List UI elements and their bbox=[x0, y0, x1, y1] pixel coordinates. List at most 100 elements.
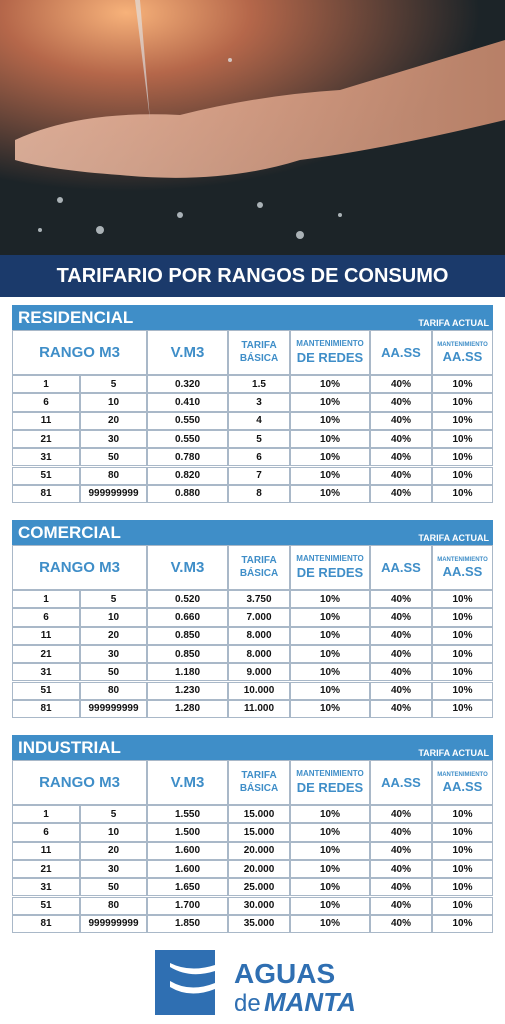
hero-photo bbox=[0, 0, 505, 255]
table-cell: 10% bbox=[432, 699, 493, 719]
table-cell: 0.550 bbox=[147, 429, 228, 449]
table-cell: 0.550 bbox=[147, 411, 228, 430]
table-cell: 0.820 bbox=[147, 466, 228, 485]
table-cell: 5 bbox=[80, 375, 147, 394]
column-header-line: BÁSICA bbox=[239, 352, 279, 364]
column-header-line: TARIFA bbox=[241, 340, 277, 351]
table-cell: 10% bbox=[432, 841, 493, 860]
table-cell: 11 bbox=[12, 841, 80, 860]
table-cell: 40% bbox=[370, 393, 432, 412]
table-cell: 3.750 bbox=[228, 590, 290, 609]
column-header-line: MANTENIMIENTO bbox=[296, 554, 364, 564]
column-header-line: TARIFA bbox=[241, 555, 277, 566]
table-cell: 1.850 bbox=[147, 914, 228, 934]
section-header: COMERCIAL TARIFA ACTUAL bbox=[12, 520, 493, 545]
table-cell: 40% bbox=[370, 411, 432, 430]
table-cell: 40% bbox=[370, 448, 432, 467]
table-cell: 1.700 bbox=[147, 896, 228, 915]
column-header-line: RANGO M3 bbox=[39, 773, 120, 791]
table-cell: 10% bbox=[290, 590, 370, 609]
column-header-line: MANTENIMIENTO bbox=[437, 341, 488, 348]
table-cell: 10% bbox=[290, 466, 370, 485]
table-cell: 1.600 bbox=[147, 841, 228, 860]
table-cell: 5 bbox=[228, 429, 290, 449]
column-header: MANTENIMIENTO DE REDES bbox=[290, 760, 370, 805]
table-cell: 11 bbox=[12, 411, 80, 430]
table-cell: 31 bbox=[12, 448, 80, 467]
table-cell: 31 bbox=[12, 878, 80, 897]
table-cell: 40% bbox=[370, 878, 432, 897]
logo-line1: AGUAS bbox=[234, 958, 335, 989]
table-cell: 40% bbox=[370, 608, 432, 627]
table-cell: 10% bbox=[432, 590, 493, 609]
column-header-line: BÁSICA bbox=[239, 782, 279, 794]
section-name: COMERCIAL bbox=[18, 523, 121, 542]
table-cell: 10% bbox=[290, 626, 370, 645]
table-cell: 50 bbox=[80, 448, 147, 467]
table-cell: 0.660 bbox=[147, 608, 228, 627]
table-cell: 40% bbox=[370, 663, 432, 682]
table-cell: 10% bbox=[432, 823, 493, 842]
table-cell: 10% bbox=[290, 448, 370, 467]
table-cell: 5 bbox=[80, 590, 147, 609]
section-badge: TARIFA ACTUAL bbox=[418, 318, 489, 328]
column-header: MANTENIMIENTO AA.SS bbox=[432, 330, 493, 375]
table-cell: 35.000 bbox=[228, 914, 290, 934]
table-cell: 0.320 bbox=[147, 375, 228, 394]
table-cell: 8.000 bbox=[228, 626, 290, 645]
table-cell: 80 bbox=[80, 466, 147, 485]
table-cell: 0.780 bbox=[147, 448, 228, 467]
column-header: RANGO M3 bbox=[12, 545, 147, 590]
table-cell: 10% bbox=[290, 375, 370, 394]
column-header-line: V.M3 bbox=[170, 773, 205, 791]
table-cell: 0.520 bbox=[147, 590, 228, 609]
table-cell: 11.000 bbox=[228, 699, 290, 719]
table-cell: 4 bbox=[228, 411, 290, 430]
table-cell: 20 bbox=[80, 841, 147, 860]
table-cell: 40% bbox=[370, 644, 432, 664]
table-cell: 1.280 bbox=[147, 699, 228, 719]
table-cell: 40% bbox=[370, 375, 432, 394]
table-cell: 81 bbox=[12, 914, 80, 934]
table-cell: 1.500 bbox=[147, 823, 228, 842]
column-header-line: AA.SS bbox=[442, 778, 483, 794]
table-cell: 31 bbox=[12, 663, 80, 682]
table-cell: 10% bbox=[432, 859, 493, 879]
column-header-line: RANGO M3 bbox=[39, 558, 120, 576]
column-header-line: AA.SS bbox=[442, 348, 483, 364]
column-header: MANTENIMIENTO AA.SS bbox=[432, 760, 493, 805]
table-cell: 10 bbox=[80, 608, 147, 627]
table-cell: 10% bbox=[432, 393, 493, 412]
column-header: TARIFA BÁSICA bbox=[228, 760, 290, 805]
section-name: RESIDENCIAL bbox=[18, 308, 134, 327]
logo-line3: MANTA bbox=[264, 987, 356, 1017]
table-cell: 10 bbox=[80, 823, 147, 842]
table-cell: 1.600 bbox=[147, 859, 228, 879]
table-cell: 1.550 bbox=[147, 805, 228, 824]
table-cell: 8.000 bbox=[228, 644, 290, 664]
table-cell: 11 bbox=[12, 626, 80, 645]
table-cell: 15.000 bbox=[228, 823, 290, 842]
table-cell: 30 bbox=[80, 429, 147, 449]
table-cell: 1.5 bbox=[228, 375, 290, 394]
table-cell: 7.000 bbox=[228, 608, 290, 627]
table-cell: 80 bbox=[80, 681, 147, 700]
table-cell: 6 bbox=[228, 448, 290, 467]
table-cell: 10% bbox=[432, 805, 493, 824]
column-header-line: AA.SS bbox=[381, 559, 421, 575]
table-cell: 20 bbox=[80, 411, 147, 430]
table-cell: 81 bbox=[12, 699, 80, 719]
table-cell: 10% bbox=[290, 393, 370, 412]
table-cell: 40% bbox=[370, 841, 432, 860]
table-cell: 10% bbox=[432, 896, 493, 915]
table-cell: 10% bbox=[290, 805, 370, 824]
column-header: V.M3 bbox=[147, 545, 228, 590]
table-cell: 10% bbox=[432, 448, 493, 467]
column-header-line: MANTENIMIENTO bbox=[437, 556, 488, 563]
table-cell: 50 bbox=[80, 663, 147, 682]
table-cell: 10% bbox=[290, 663, 370, 682]
table-cell: 10% bbox=[432, 626, 493, 645]
table-cell: 40% bbox=[370, 466, 432, 485]
table-cell: 5 bbox=[80, 805, 147, 824]
